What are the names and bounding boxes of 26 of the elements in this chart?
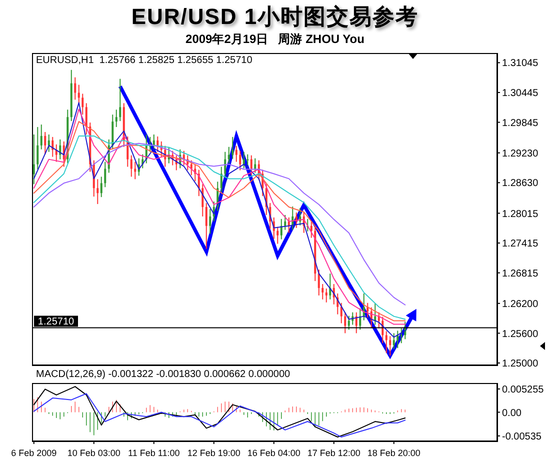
chart-subtitle: 2009年2月19日 周游 ZHOU You — [184, 31, 366, 48]
x-tick-label: 17 Feb 12:00 — [307, 448, 360, 458]
y-tick-label: 1.26815 — [502, 268, 539, 280]
y-tick-label: 1.25600 — [502, 328, 539, 340]
y-tick-label: -0.00535 — [502, 431, 542, 442]
y-tick-label: 1.25000 — [502, 358, 539, 370]
x-tick-label: 11 Feb 11:00 — [128, 448, 180, 458]
chart-title: EUR/USD 1小时图交易参考 — [130, 3, 420, 31]
x-tick-label: 12 Feb 19:00 — [187, 448, 240, 458]
y-tick-label: 1.28015 — [502, 208, 539, 220]
ref-line-label: 1.25710 — [38, 316, 75, 328]
y-tick-label: 1.29845 — [502, 118, 539, 129]
annotation: EURUSD,H1 1.25766 1.25825 1.25655 1.25710 — [36, 55, 252, 66]
y-tick-label: 1.29230 — [502, 148, 539, 160]
y-tick-label: 0.00 — [502, 408, 522, 419]
y-tick-label: 1.26200 — [502, 298, 539, 310]
x-tick-label: 18 Feb 20:00 — [367, 448, 420, 458]
y-tick-label: 1.31045 — [502, 58, 539, 70]
text: MACD(12,26,9) -0.001322 -0.001830 0.000662 0.000000 — [36, 369, 290, 380]
y-tick-label: 1.28630 — [502, 178, 539, 190]
x-tick-label: 6 Feb 2009 — [11, 448, 57, 458]
x-tick-label: 10 Feb 03:00 — [67, 448, 120, 458]
y-tick-label: 0.005255 — [502, 384, 544, 396]
x-tick-label: 16 Feb 04:00 — [247, 448, 300, 458]
y-tick-label: 1.30445 — [502, 88, 539, 100]
y-tick-label: 1.27415 — [502, 238, 539, 250]
